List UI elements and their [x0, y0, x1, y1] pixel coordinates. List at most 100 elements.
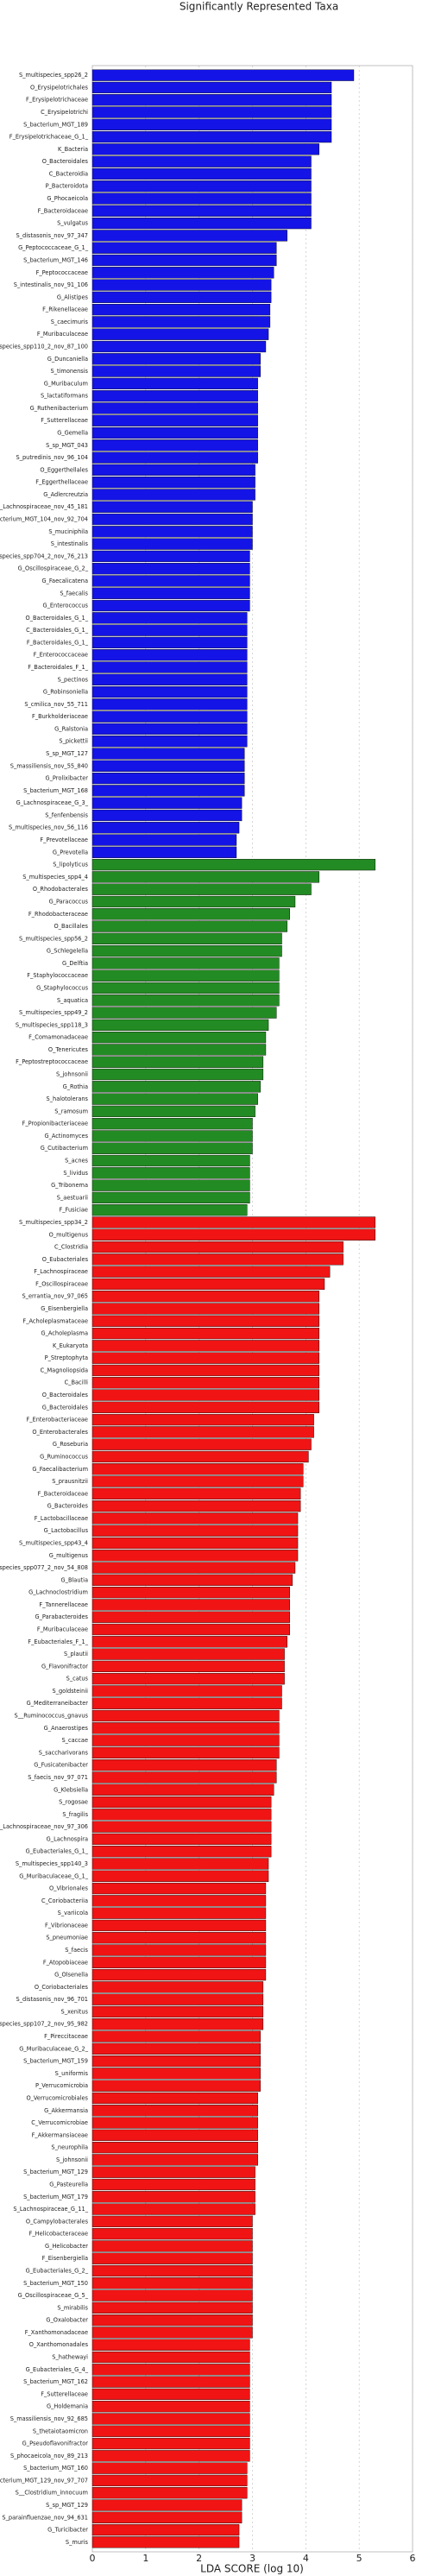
bar: [91, 291, 272, 303]
bar: [91, 2437, 250, 2450]
bar: [91, 2364, 250, 2376]
y-tick-label: S__Clostridium_innocuum: [16, 2490, 88, 2497]
bar: [91, 1426, 314, 1438]
bar: [91, 736, 248, 748]
y-tick-label: G_Muribaculaceae_G_2_: [19, 2045, 88, 2052]
y-tick-label: G_Muribaculum: [44, 380, 88, 387]
bar: [91, 1463, 304, 1475]
bar: [91, 1993, 264, 2005]
bar: [91, 587, 250, 599]
bar: [91, 193, 312, 205]
y-tick-label: O_Bacteroidales: [42, 1392, 89, 1398]
y-tick-label: G_Delftia: [62, 960, 88, 967]
bar: [91, 1660, 285, 1672]
bar: [91, 1981, 264, 1993]
y-tick-label: C_Verrucomicrobiae: [31, 2119, 88, 2126]
y-tick-label: G_Eubacteriales_G_4_: [26, 2366, 89, 2373]
bar: [91, 477, 255, 489]
bar: [91, 94, 332, 106]
y-tick-label: S_bacterium_MGT_189: [23, 121, 88, 128]
y-tick-label: S__Ruminococcus_gnavus: [15, 1713, 89, 1720]
bar: [91, 106, 332, 118]
y-tick-label: G_Fusicatenibacter: [34, 1762, 88, 1769]
bar: [91, 1697, 282, 1709]
y-tick-label: F_Peptostreptococcaceae: [16, 1058, 88, 1065]
bar: [91, 1734, 280, 1746]
y-tick-label: O_Vibrionales: [49, 1885, 89, 1892]
bar: [91, 1673, 285, 1685]
y-tick-label: G_Robinsoniella: [43, 689, 88, 696]
bar: [91, 2018, 264, 2030]
bar: [91, 1525, 299, 1537]
y-tick-label: S_multispecies_spp43_4: [19, 1539, 88, 1546]
y-tick-label: O_Bacillales: [54, 923, 88, 930]
bar: [91, 2450, 250, 2462]
bar: [91, 1722, 280, 1734]
y-tick-label: S_prausnitzii: [52, 1478, 88, 1485]
bar: [91, 1352, 319, 1364]
bar: [91, 920, 287, 932]
bar: [91, 575, 250, 587]
y-tick-label: G_Ruminococcus: [40, 1453, 88, 1460]
x-tick-label: 5: [356, 2553, 362, 2564]
bar: [91, 1291, 319, 1303]
bar: [91, 130, 332, 143]
bar: [91, 143, 319, 155]
bar: [91, 1636, 287, 1648]
bar: [91, 377, 258, 389]
bar: [91, 1032, 267, 1044]
bar: [91, 340, 267, 353]
bar: [91, 563, 250, 575]
y-tick-label: C_Coriobacteriia: [41, 1897, 88, 1904]
y-tick-label: S_Lachnospiraceae_nov_45_181: [0, 503, 88, 510]
y-tick-label: S_halotolerans: [47, 1095, 89, 1102]
bar: [91, 2388, 250, 2401]
y-tick-label: S_multispecies_spp26_2: [19, 72, 88, 79]
y-tick-label: S_goldsteinii: [53, 1688, 89, 1695]
y-tick-label: O_Verrucomicrobiales: [26, 2094, 88, 2101]
bar: [91, 1746, 280, 1759]
x-tick-label: 2: [196, 2553, 202, 2564]
bar: [91, 254, 277, 267]
y-tick-label: S_lividus: [63, 1170, 88, 1177]
y-tick-label: G_Adlercreutzia: [43, 491, 88, 498]
y-tick-label: S_fragilis: [62, 1811, 88, 1818]
y-tick-label: F_Erysipelotrichaceae_G_1_: [9, 134, 89, 141]
y-tick-label: F_Lactobacillaceae: [35, 1515, 88, 1522]
bar: [91, 2327, 253, 2339]
bar: [91, 1044, 267, 1056]
bar: [91, 328, 269, 340]
bar: [91, 1253, 344, 1266]
y-tick-label: G_Lachnospiraceae_G_3_: [16, 799, 89, 806]
y-tick-label: F_Pireccitaceae: [44, 2033, 88, 2040]
y-tick-label: S_multispecies_spp118_3: [16, 1021, 88, 1028]
bar: [91, 1759, 277, 1771]
y-tick-label: S_sp_MGT_129: [46, 2502, 88, 2509]
y-tick-label: F_Erysipelotrichaceae: [26, 97, 88, 104]
y-tick-label: S_bacterium_MGT_168: [23, 787, 88, 794]
bar: [91, 1685, 282, 1697]
bar: [91, 501, 253, 513]
y-tick-label: G_Klebsiella: [54, 1786, 88, 1793]
y-tick-label: F_Bacteroidaceae: [38, 207, 88, 214]
bar: [91, 1179, 250, 1191]
y-tick-label: G_Roseburia: [53, 1441, 88, 1448]
x-tick-label: 0: [90, 2553, 96, 2564]
y-tick-label: S_bacterium_MGT_129_nov_97_707: [0, 2477, 88, 2484]
y-tick-label: S_bacterium_MGT_159: [23, 2058, 88, 2065]
bar: [91, 316, 271, 328]
y-tick-label: C_Magnoliopsida: [41, 1367, 88, 1373]
y-tick-label: F_Rhodobacteraceae: [28, 911, 88, 918]
y-tick-label: S_massiliensis_nov_55_840: [10, 762, 88, 769]
y-tick-label: F_Prevotellaceae: [40, 837, 88, 843]
y-tick-label: F_Muribaculaceae: [37, 1626, 88, 1633]
y-tick-label: G_Bacteroides: [47, 1503, 89, 1510]
bar: [91, 414, 258, 426]
y-tick-label: G_Rothia: [63, 1083, 88, 1090]
y-tick-label: G_Faecalibacterium: [32, 1466, 88, 1473]
y-tick-label: F_Enterococcaceae: [34, 652, 88, 659]
y-tick-label: F_Bacteroidaceae: [38, 1490, 88, 1497]
y-tick-label: S_ramosum: [54, 1108, 88, 1114]
bar: [91, 748, 245, 760]
bar: [91, 661, 248, 673]
